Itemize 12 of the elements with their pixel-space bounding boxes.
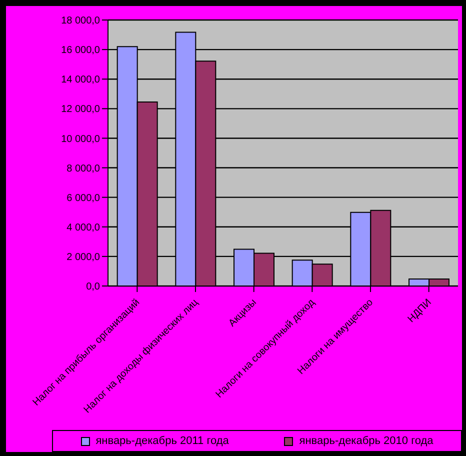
y-tick-label: 10 000,0 (61, 134, 100, 145)
legend-label: январь-декабрь 2010 года (298, 435, 434, 447)
y-tick-label: 16 000,0 (61, 45, 100, 56)
y-tick-label: 14 000,0 (61, 74, 100, 86)
y-tick-label: 4 000,0 (66, 222, 100, 234)
y-tick-label: 8 000,0 (66, 163, 100, 174)
y-tick-label: 0,0 (86, 282, 100, 293)
y-tick-label: 18 000,0 (61, 16, 100, 27)
y-tick-label: 12 000,0 (61, 104, 100, 116)
legend-label: январь-декабрь 2011 года (94, 435, 229, 447)
y-tick-label: 2 000,0 (66, 252, 100, 263)
y-tick-label: 6 000,0 (66, 192, 100, 204)
